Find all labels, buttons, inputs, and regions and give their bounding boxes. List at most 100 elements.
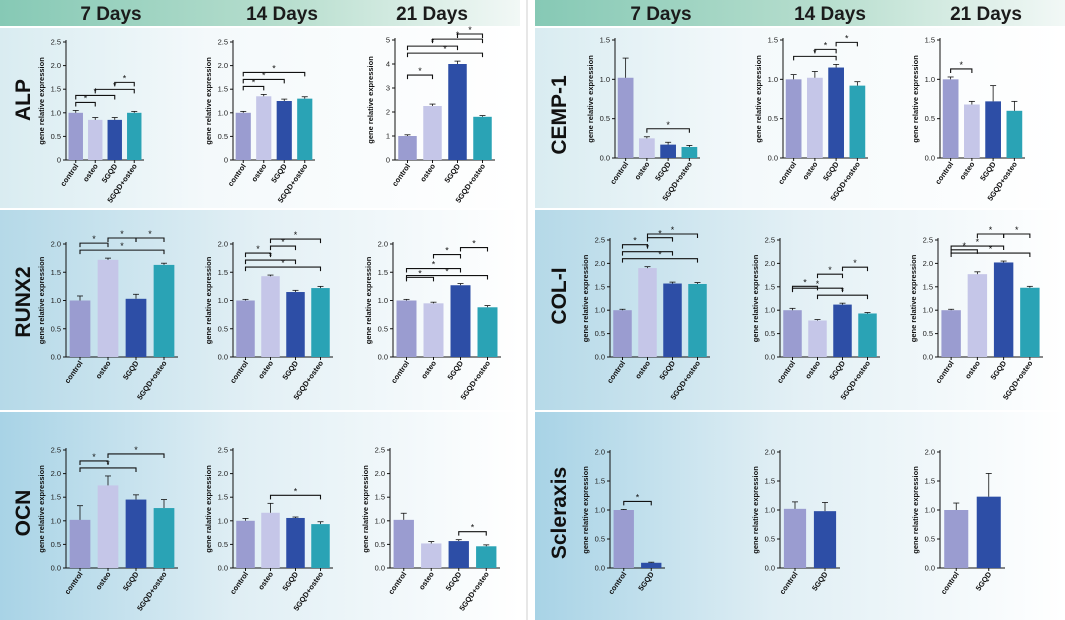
significance-bracket bbox=[269, 238, 322, 244]
significance-bracket bbox=[79, 460, 109, 465]
y-axis-label: gene ralative expression bbox=[361, 465, 370, 553]
y-axis-label: gene relative expression bbox=[364, 256, 373, 344]
gene-label-scleraxis: Scleraxis bbox=[548, 467, 571, 559]
y-tick-label: 0.0 bbox=[765, 353, 775, 362]
significance-star: * bbox=[989, 225, 993, 235]
bar-osteo bbox=[964, 104, 980, 158]
y-tick-label: 1.0 bbox=[218, 108, 228, 117]
y-tick-label: 1.5 bbox=[600, 36, 610, 45]
y-tick-label: 1.0 bbox=[51, 516, 61, 525]
y-tick-label: 2.5 bbox=[218, 446, 228, 455]
bar-5gqd-osteo bbox=[849, 85, 866, 158]
header-left-21-days: 21 Days bbox=[396, 4, 468, 25]
y-tick-label: 1.5 bbox=[218, 85, 228, 94]
significance-bracket bbox=[621, 258, 699, 263]
row-bg-left-3 bbox=[0, 412, 520, 620]
y-tick-label: 0.0 bbox=[375, 564, 385, 573]
y-tick-label: 1.0 bbox=[925, 506, 935, 515]
bar-control bbox=[236, 520, 255, 568]
significance-star: * bbox=[633, 236, 637, 246]
significance-bracket bbox=[406, 45, 459, 51]
bar-5gqd bbox=[125, 499, 147, 568]
significance-bracket bbox=[950, 249, 978, 254]
bar-osteo bbox=[807, 77, 823, 158]
bar-control bbox=[69, 519, 91, 568]
significance-bracket bbox=[269, 494, 322, 500]
header-right-7-days: 7 Days bbox=[630, 4, 691, 25]
y-tick-label: 0.0 bbox=[51, 564, 61, 573]
y-tick-label: 1.0 bbox=[595, 506, 605, 515]
significance-bracket bbox=[623, 500, 652, 506]
significance-bracket bbox=[950, 245, 1005, 251]
header-left-7-days: 7 Days bbox=[80, 4, 141, 25]
bar-osteo bbox=[808, 320, 827, 357]
bar-control bbox=[785, 79, 802, 158]
bar-5gqd bbox=[286, 292, 305, 357]
y-axis-label: gene relative expression bbox=[754, 55, 763, 143]
bar-5gqd bbox=[276, 101, 292, 160]
significance-star: * bbox=[471, 523, 475, 533]
y-axis-label: gene relative expression bbox=[366, 56, 375, 144]
significance-star: * bbox=[281, 258, 285, 268]
y-tick-label: 1.0 bbox=[768, 75, 778, 84]
y-tick-label: 2.0 bbox=[765, 448, 775, 457]
y-tick-label: 0.0 bbox=[923, 353, 933, 362]
significance-bracket bbox=[835, 41, 858, 47]
bar-5gqd-osteo bbox=[127, 112, 142, 160]
y-tick-label: 0 bbox=[386, 156, 390, 165]
y-tick-label: 0 bbox=[224, 156, 228, 165]
significance-star: * bbox=[294, 486, 298, 496]
significance-bracket bbox=[75, 94, 116, 100]
y-axis-label: gene relative expression bbox=[586, 55, 595, 143]
y-tick-label: 1.5 bbox=[51, 268, 61, 277]
y-tick-label: 0.5 bbox=[925, 114, 935, 123]
y-tick-label: 2.0 bbox=[378, 240, 388, 249]
significance-bracket bbox=[94, 88, 135, 94]
bar-control bbox=[68, 112, 83, 160]
significance-bracket bbox=[431, 38, 484, 44]
y-tick-label: 2.0 bbox=[595, 259, 605, 268]
significance-bracket bbox=[646, 233, 699, 238]
bar-5gqd bbox=[286, 517, 305, 568]
significance-star: * bbox=[824, 40, 828, 50]
bar-5gqd-osteo bbox=[311, 524, 330, 568]
significance-star: * bbox=[92, 452, 96, 462]
bar-5gqd bbox=[107, 119, 122, 160]
bar-5gqd-osteo bbox=[477, 307, 498, 357]
significance-star: * bbox=[959, 60, 963, 70]
significance-bracket bbox=[406, 74, 434, 80]
significance-bracket bbox=[793, 55, 837, 61]
significance-star: * bbox=[472, 239, 476, 249]
significance-bracket bbox=[950, 252, 1031, 258]
significance-bracket bbox=[244, 266, 322, 272]
y-tick-label: 4 bbox=[386, 60, 390, 69]
y-tick-label: 1.5 bbox=[378, 268, 388, 277]
significance-bracket bbox=[114, 81, 135, 87]
y-axis-label: gene ralative expression bbox=[204, 465, 213, 553]
y-tick-label: 2.5 bbox=[923, 236, 933, 245]
significance-star: * bbox=[803, 277, 807, 287]
y-tick-label: 0.5 bbox=[51, 540, 61, 549]
y-tick-label: 1.0 bbox=[925, 75, 935, 84]
y-tick-label: 2.0 bbox=[923, 259, 933, 268]
gene-labels: ALP RUNX2 OCN CEMP-1 COL-I Scleraxis bbox=[12, 75, 571, 559]
y-tick-label: 0.0 bbox=[51, 353, 61, 362]
significance-star: * bbox=[148, 229, 152, 239]
bar-5gqd-osteo bbox=[473, 116, 492, 160]
significance-bracket bbox=[816, 273, 844, 279]
significance-bracket bbox=[244, 259, 297, 265]
y-tick-label: 0.5 bbox=[218, 540, 228, 549]
y-tick-label: 0.5 bbox=[218, 324, 228, 333]
y-tick-label: 1.5 bbox=[595, 282, 605, 291]
y-tick-label: 0.5 bbox=[923, 329, 933, 338]
y-tick-label: 0.5 bbox=[768, 114, 778, 123]
bar-osteo bbox=[423, 106, 442, 160]
significance-star: * bbox=[666, 120, 670, 130]
significance-star: * bbox=[816, 279, 820, 289]
significance-star: * bbox=[418, 66, 422, 76]
gene-label-col-i: COL-I bbox=[548, 267, 571, 324]
significance-bracket bbox=[814, 48, 837, 54]
y-axis-label: gene relative expression bbox=[911, 55, 920, 143]
significance-star: * bbox=[989, 244, 993, 254]
significance-bracket bbox=[841, 266, 869, 272]
